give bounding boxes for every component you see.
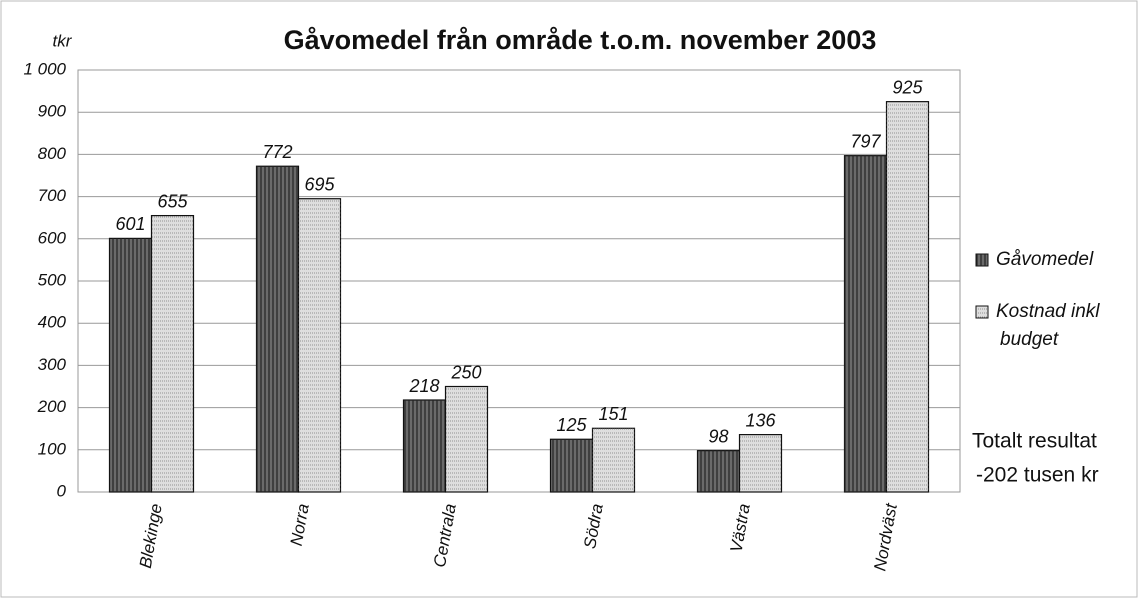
annotation: -202 tusen kr	[976, 464, 1099, 487]
y-tick-label: 500	[38, 270, 67, 289]
y-tick-label: 400	[38, 313, 67, 332]
data-label: 695	[304, 174, 335, 194]
y-tick-label: 900	[38, 102, 67, 121]
y-tick-label: 1 000	[23, 59, 66, 78]
legend-swatch	[975, 305, 989, 319]
legend-swatch	[975, 253, 989, 267]
bar	[591, 427, 636, 493]
data-label: 772	[262, 142, 292, 162]
y-tick-label: 0	[57, 481, 67, 500]
bar-pattern	[739, 434, 782, 492]
bar	[738, 434, 783, 493]
bar-pattern	[403, 400, 446, 492]
y-tick-label: 700	[38, 186, 67, 205]
legend-label: Kostnad inkl budget	[996, 301, 1100, 350]
data-label: 601	[115, 214, 145, 234]
bar-pattern	[298, 198, 341, 492]
bar-pattern	[151, 215, 194, 492]
data-label: 125	[556, 415, 587, 435]
bar	[402, 399, 447, 493]
y-tick-label: 600	[38, 228, 67, 247]
legend-swatch-pattern	[976, 306, 988, 318]
bar-pattern	[886, 101, 929, 493]
bar-pattern	[445, 386, 488, 492]
bar-pattern	[109, 238, 152, 492]
data-label: 218	[408, 376, 439, 396]
y-tick-label: 800	[38, 144, 67, 163]
bar	[444, 385, 489, 493]
legend-swatch-pattern	[976, 254, 988, 266]
y-tick-label: 100	[38, 439, 67, 458]
bar	[255, 165, 300, 493]
bar-pattern	[592, 428, 635, 492]
y-tick-label: 300	[38, 355, 67, 374]
data-label: 655	[157, 191, 188, 211]
bar	[297, 198, 342, 493]
data-label: 797	[850, 131, 881, 151]
bar	[843, 155, 888, 493]
bar	[108, 237, 153, 493]
data-label: 250	[450, 362, 481, 382]
bar-pattern	[256, 166, 299, 492]
bar	[885, 101, 930, 493]
data-label: 925	[892, 77, 923, 97]
legend-label: Gåvomedel	[996, 249, 1094, 270]
annotation: Totalt resultat	[972, 430, 1097, 453]
chart-title: Gåvomedel från område t.o.m. november 20…	[284, 25, 877, 55]
bar-pattern	[697, 450, 740, 492]
bar	[696, 450, 741, 493]
y-tick-label: 200	[37, 397, 67, 416]
bar	[150, 214, 195, 493]
data-label: 151	[598, 404, 628, 424]
data-label: 98	[708, 426, 728, 446]
bar	[549, 438, 594, 493]
bar-pattern	[550, 439, 593, 492]
data-label: 136	[745, 410, 776, 430]
y-axis-label: tkr	[53, 31, 73, 50]
bar-pattern	[844, 155, 887, 492]
